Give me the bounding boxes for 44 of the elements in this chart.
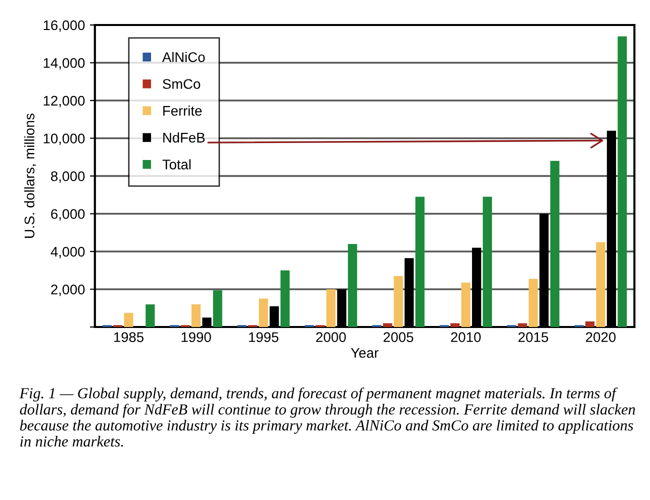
legend-label: AlNiCo	[162, 52, 205, 62]
bar	[146, 304, 155, 327]
bar	[585, 321, 594, 327]
bar	[258, 298, 268, 327]
bar	[280, 270, 290, 327]
x-axis-title: Year	[350, 348, 378, 358]
bar	[191, 304, 201, 327]
y-tick-label: 12,000	[44, 96, 85, 108]
y-tick-label: 2,000	[51, 284, 85, 296]
x-tick-label: 1990	[182, 332, 211, 342]
bar	[326, 289, 336, 327]
bar	[394, 276, 403, 327]
bar	[618, 36, 627, 327]
legend-label: NdFeB	[163, 132, 205, 143]
caption: Fig. 1 — Global supply, demand, trends, and forecast of permanent magnet materials. In terms of dollars, demand for NdFeB will continue to grow through the recession. Ferrite demand will slacken because the automotive industry is its primary market. AlNiCo and SmCo are limited to applications in niche markets.	[19, 388, 635, 447]
legend-label: SmCo	[162, 79, 200, 89]
x-tick-label: 2005	[384, 332, 414, 342]
x-tick-label: 1985	[114, 332, 144, 342]
y-tick-label: 4,000	[50, 246, 85, 258]
y-tick-label: 6,000	[51, 209, 85, 221]
bar	[528, 278, 538, 327]
bar	[382, 323, 392, 327]
bar	[124, 312, 134, 327]
bar	[348, 244, 358, 327]
legend-label: Ferrite	[163, 106, 202, 116]
y-tick-label: 10,000	[44, 134, 85, 146]
x-tick-label: 2010	[451, 332, 481, 342]
bar	[482, 196, 492, 327]
x-tick-label: 1995	[249, 332, 278, 342]
bar	[596, 242, 606, 327]
bar	[550, 160, 560, 327]
x-tick-label: 2020	[586, 332, 616, 342]
bar	[213, 290, 222, 327]
legend-label: Total	[162, 159, 191, 170]
y-axis-title: U.S. dollars, millions	[24, 114, 36, 238]
x-tick-label: 2015	[518, 332, 548, 342]
y-tick-label: 16,000	[44, 20, 85, 32]
y-tick-label: 8,000	[51, 171, 85, 183]
bar	[518, 323, 528, 327]
bar	[450, 323, 460, 327]
x-tick-label: 2000	[316, 332, 346, 342]
bar	[415, 196, 425, 327]
y-tick-label: 14,000	[44, 58, 85, 70]
bar	[461, 282, 470, 327]
